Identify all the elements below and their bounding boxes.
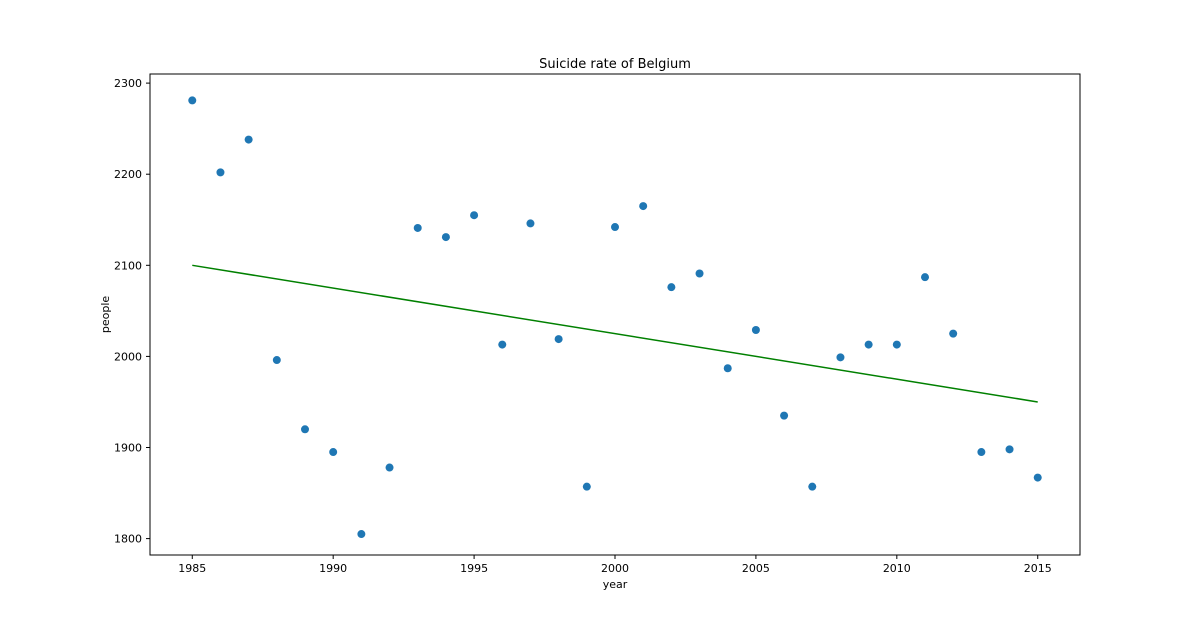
data-point	[611, 223, 619, 232]
data-point	[667, 283, 676, 292]
data-point	[441, 233, 450, 242]
y-tick-label: 1900	[114, 442, 142, 455]
data-point	[695, 269, 704, 278]
data-point	[808, 482, 817, 491]
data-point	[836, 353, 845, 362]
chart-title: Suicide rate of Belgium	[539, 57, 691, 72]
data-point	[216, 168, 225, 177]
y-axis-title: people	[99, 296, 112, 334]
y-tick-label: 2200	[114, 168, 142, 181]
data-point	[413, 223, 422, 232]
data-point	[1033, 473, 1042, 482]
x-tick-label: 2015	[1024, 562, 1052, 575]
data-point	[385, 463, 394, 472]
x-tick-label: 1995	[460, 562, 488, 575]
x-tick-label: 1990	[319, 562, 347, 575]
data-point	[329, 448, 338, 457]
x-tick-label: 1985	[178, 562, 206, 575]
x-tick-label: 2010	[883, 562, 911, 575]
x-tick-label: 2000	[601, 562, 629, 575]
data-point	[780, 411, 789, 420]
data-points	[188, 96, 1042, 539]
data-point	[1005, 445, 1014, 454]
axis-ticks: 1985 1990 1995 2000 2005 2010 2015 1800 1900 2000…	[114, 77, 1052, 575]
data-point	[244, 135, 253, 144]
data-point	[582, 482, 591, 491]
data-point	[470, 211, 479, 220]
data-point	[498, 340, 507, 349]
data-point	[949, 329, 958, 338]
x-axis-title: year	[603, 578, 628, 591]
data-point	[526, 219, 535, 228]
y-tick-label: 2300	[114, 77, 142, 90]
x-tick-label: 2005	[742, 562, 770, 575]
plot-area-frame	[149, 73, 1081, 556]
data-point	[864, 340, 873, 349]
data-point	[301, 425, 309, 434]
data-point	[357, 530, 366, 539]
y-tick-label: 2100	[114, 259, 142, 272]
data-point	[921, 273, 929, 282]
trend-line	[192, 264, 1038, 403]
data-point	[977, 448, 986, 457]
data-point	[892, 340, 901, 349]
data-point	[723, 364, 732, 373]
y-tick-label: 1800	[114, 533, 142, 546]
data-point	[272, 356, 281, 365]
data-point	[751, 325, 760, 334]
data-point	[554, 335, 563, 344]
y-tick-label: 2000	[114, 350, 142, 363]
data-point	[188, 96, 197, 105]
data-point	[639, 202, 648, 211]
